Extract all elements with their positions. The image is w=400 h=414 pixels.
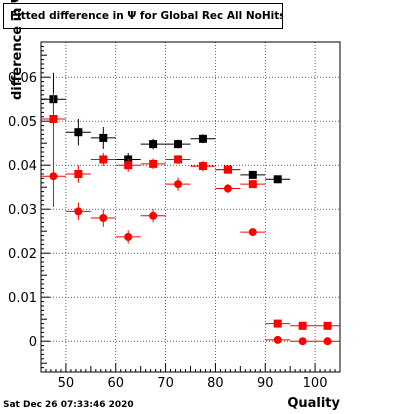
x-tick-label: 60 [107, 376, 124, 391]
data-point-square [323, 321, 332, 330]
data-point-square [273, 175, 282, 184]
data-point-square [174, 155, 183, 164]
data-point-square [74, 128, 83, 137]
x-tick-label: 80 [207, 376, 224, 391]
data-point-square [298, 321, 307, 330]
data-point-square [124, 161, 133, 170]
data-point-circle [99, 214, 108, 222]
y-tick-label: 0.02 [8, 247, 37, 262]
data-point-circle [124, 232, 133, 241]
y-tick-label: 0 [29, 335, 37, 350]
data-point-circle [49, 172, 58, 181]
y-tick-label: 0.06 [8, 71, 37, 86]
y-tick-label: 0.05 [8, 115, 37, 130]
y-tick-label: 0.03 [8, 203, 37, 218]
y-tick-label: 0.01 [8, 291, 37, 306]
data-point-square [149, 140, 158, 149]
x-axis-label: Quality [287, 396, 340, 411]
data-point-square [99, 133, 108, 142]
x-tick-label: 70 [157, 376, 174, 391]
y-tick-label: 0.04 [8, 159, 37, 174]
data-point-square [248, 170, 257, 179]
data-point-square [99, 155, 108, 164]
x-tick-label: 90 [257, 376, 274, 391]
data-point-square [149, 159, 158, 168]
data-point-circle [298, 337, 307, 346]
data-point-circle [323, 337, 332, 346]
data-point-circle [273, 335, 282, 344]
x-tick-label: 50 [58, 376, 75, 391]
data-point-circle [248, 228, 257, 237]
data-point-square [248, 180, 257, 189]
data-point-square [273, 319, 282, 328]
data-point-square [174, 140, 183, 149]
y-axis-label: difference in Ψ [10, 0, 25, 100]
timestamp: Sat Dec 26 07:33:46 2020 [3, 400, 134, 410]
chart-title: Fitted difference in Ψ for Global Rec Al… [3, 3, 283, 29]
data-point-square [74, 170, 83, 178]
data-point-square [223, 165, 232, 174]
data-point-circle [223, 184, 232, 193]
data-point-circle [74, 207, 83, 216]
plot-frame [40, 41, 341, 373]
data-point-circle [174, 180, 183, 189]
x-tick-label: 100 [303, 376, 328, 391]
data-point-circle [198, 162, 207, 171]
data-point-square [198, 134, 207, 143]
data-point-circle [149, 211, 158, 220]
data-point-square [49, 115, 58, 123]
